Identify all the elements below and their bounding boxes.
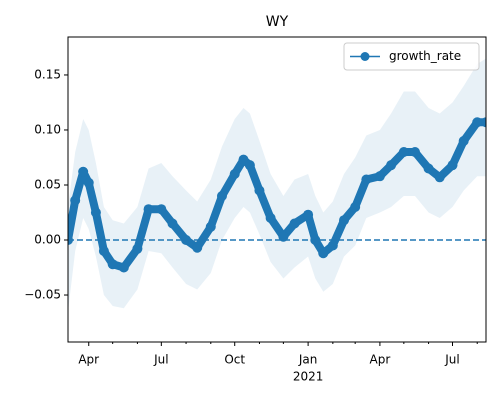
x-tick-label: Jan — [298, 353, 318, 367]
series-marker — [156, 204, 167, 215]
y-tick-label: 0.10 — [34, 122, 61, 136]
series-marker — [310, 235, 321, 246]
legend-label: growth_rate — [389, 49, 461, 63]
series-marker — [205, 221, 216, 232]
series-marker — [447, 160, 458, 171]
series-marker — [434, 172, 445, 183]
series-marker — [83, 177, 94, 188]
confidence-band — [68, 58, 486, 312]
series-marker — [289, 218, 300, 229]
series-marker — [132, 243, 143, 254]
series-marker — [472, 117, 483, 128]
series-marker — [98, 246, 109, 257]
x-tick-label: Apr — [78, 353, 99, 367]
x-tick-label: Oct — [224, 353, 245, 367]
series-marker — [254, 185, 265, 196]
series-marker — [318, 248, 329, 259]
y-tick-label: −0.05 — [24, 288, 61, 302]
series-marker — [70, 195, 81, 206]
y-tick-label: 0.15 — [34, 67, 61, 81]
series-marker — [143, 204, 154, 215]
series-marker — [339, 215, 350, 226]
series-marker — [229, 168, 240, 179]
series-marker — [278, 231, 289, 242]
series-marker — [458, 135, 469, 146]
series-marker — [350, 201, 361, 212]
series-marker — [107, 259, 118, 270]
series-marker — [68, 235, 73, 246]
legend-frame — [343, 42, 480, 71]
legend: growth_rate — [343, 42, 480, 71]
series-marker — [118, 262, 129, 273]
series-marker — [410, 146, 421, 157]
series-marker — [423, 163, 434, 174]
x-year-label: 2021 — [293, 370, 324, 384]
series-marker — [78, 166, 89, 177]
series-marker — [167, 218, 178, 229]
y-tick-label: 0.05 — [34, 177, 61, 191]
series-marker — [192, 242, 203, 253]
series-marker — [374, 171, 385, 182]
legend-marker — [360, 52, 370, 61]
series-marker — [265, 212, 276, 223]
series-marker — [361, 174, 372, 185]
series-marker — [481, 117, 486, 128]
series-marker — [90, 207, 101, 218]
series-marker — [303, 209, 314, 220]
x-tick-label: Jul — [153, 353, 168, 367]
series-marker — [398, 146, 409, 157]
chart-title: WY — [266, 14, 289, 30]
plot-area — [68, 58, 486, 312]
axes-frame — [67, 36, 487, 343]
series-marker — [327, 240, 338, 251]
series-marker — [386, 160, 397, 171]
axes: −0.05 0.00 0.05 0.10 0.15 Apr Jul Oct Jan Apr Jul 2… — [24, 36, 487, 384]
series-line — [68, 118, 486, 272]
x-tick-label: Apr — [370, 353, 391, 367]
series-marker — [181, 235, 192, 246]
y-tick-label: 0.00 — [34, 233, 61, 247]
series-marker — [216, 190, 227, 201]
series-marker — [244, 160, 255, 171]
x-tick-label: Jul — [444, 353, 459, 367]
